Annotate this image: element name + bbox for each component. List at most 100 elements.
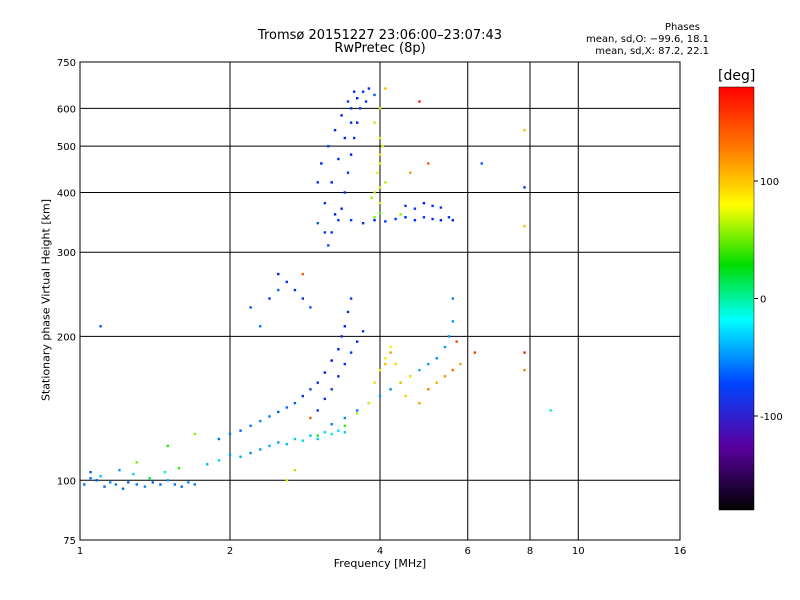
data-point [355,121,359,124]
data-point [413,207,417,210]
data-point [268,415,271,418]
data-point [268,297,271,300]
data-point [177,466,181,470]
data-point [364,100,368,103]
data-point [355,412,359,415]
y-tick-label: 100 [57,476,76,487]
data-point [378,368,382,372]
data-point [285,442,288,446]
data-point [373,381,376,384]
data-point [349,351,353,354]
data-point [384,357,387,360]
data-point [404,394,407,398]
data-point [323,371,327,374]
x-tick-label: 1 [77,546,83,557]
data-point [309,388,312,391]
data-point [180,485,183,488]
data-point [309,434,312,437]
data-point [239,455,242,458]
data-point [99,325,102,328]
data-point [409,375,412,378]
data-point [373,121,376,124]
data-point [259,448,262,451]
data-point [394,362,397,366]
data-point [523,225,526,228]
data-point [309,416,312,420]
data-point [373,216,376,219]
data-point [127,481,130,484]
data-point [249,424,252,428]
x-tick-label: 4 [377,546,383,557]
data-point [343,431,347,434]
data-point [343,191,347,194]
x-tick-label: 2 [227,546,233,557]
data-point [135,483,138,486]
data-point [143,485,147,488]
colorbar-unit-label: [deg] [718,68,756,84]
data-point [217,459,221,462]
data-point [166,444,169,448]
colorbar-tick-label: 0 [760,295,766,306]
data-point [413,219,417,222]
data-point [132,472,135,476]
data-point [343,325,347,328]
data-point [404,204,407,208]
data-point [358,107,362,110]
data-point [340,207,343,210]
chart-subtitle: RwPretec (8p) [334,41,426,56]
data-point [249,306,252,309]
data-point [378,212,382,215]
data-point [439,206,443,209]
data-point [480,162,483,165]
data-point [337,348,340,351]
data-point [349,153,353,156]
data-point [443,375,447,378]
data-point [103,485,106,488]
data-point [352,90,356,93]
data-point [330,388,333,391]
data-point [367,401,371,405]
y-tick-label: 750 [57,58,76,69]
data-point [349,121,353,124]
data-point [473,351,477,354]
data-point [293,401,297,405]
data-point [409,171,412,174]
data-point [330,231,333,234]
x-tick-label: 16 [674,546,687,557]
data-point [346,310,350,314]
data-point [431,217,434,221]
data-point [447,335,451,338]
data-point [228,432,232,436]
data-point [384,87,387,90]
data-point [330,423,333,426]
data-point [173,483,177,486]
colorbar-tick-label: 100 [760,177,779,188]
data-point [378,162,382,165]
data-point [316,437,319,441]
data-point [346,100,350,103]
data-point [277,288,280,292]
data-point [355,96,359,100]
y-tick-label: 200 [57,332,76,343]
y-tick-label: 75 [63,536,76,547]
data-point [316,222,319,225]
data-point [451,297,455,300]
data-point [309,306,312,309]
data-point [268,444,271,448]
data-point [355,409,359,412]
data-point [399,381,402,384]
x-axis-label: Frequency [MHz] [333,557,427,570]
data-point [427,162,430,165]
data-point [316,409,319,412]
data-point [349,219,353,222]
data-point [399,213,402,216]
data-point [293,468,297,472]
data-point [151,481,155,484]
data-point [205,463,209,466]
data-point [523,368,526,372]
data-point [193,483,197,486]
data-point [337,219,340,222]
data-point [373,191,376,194]
data-point [330,181,333,184]
data-point [135,461,138,464]
